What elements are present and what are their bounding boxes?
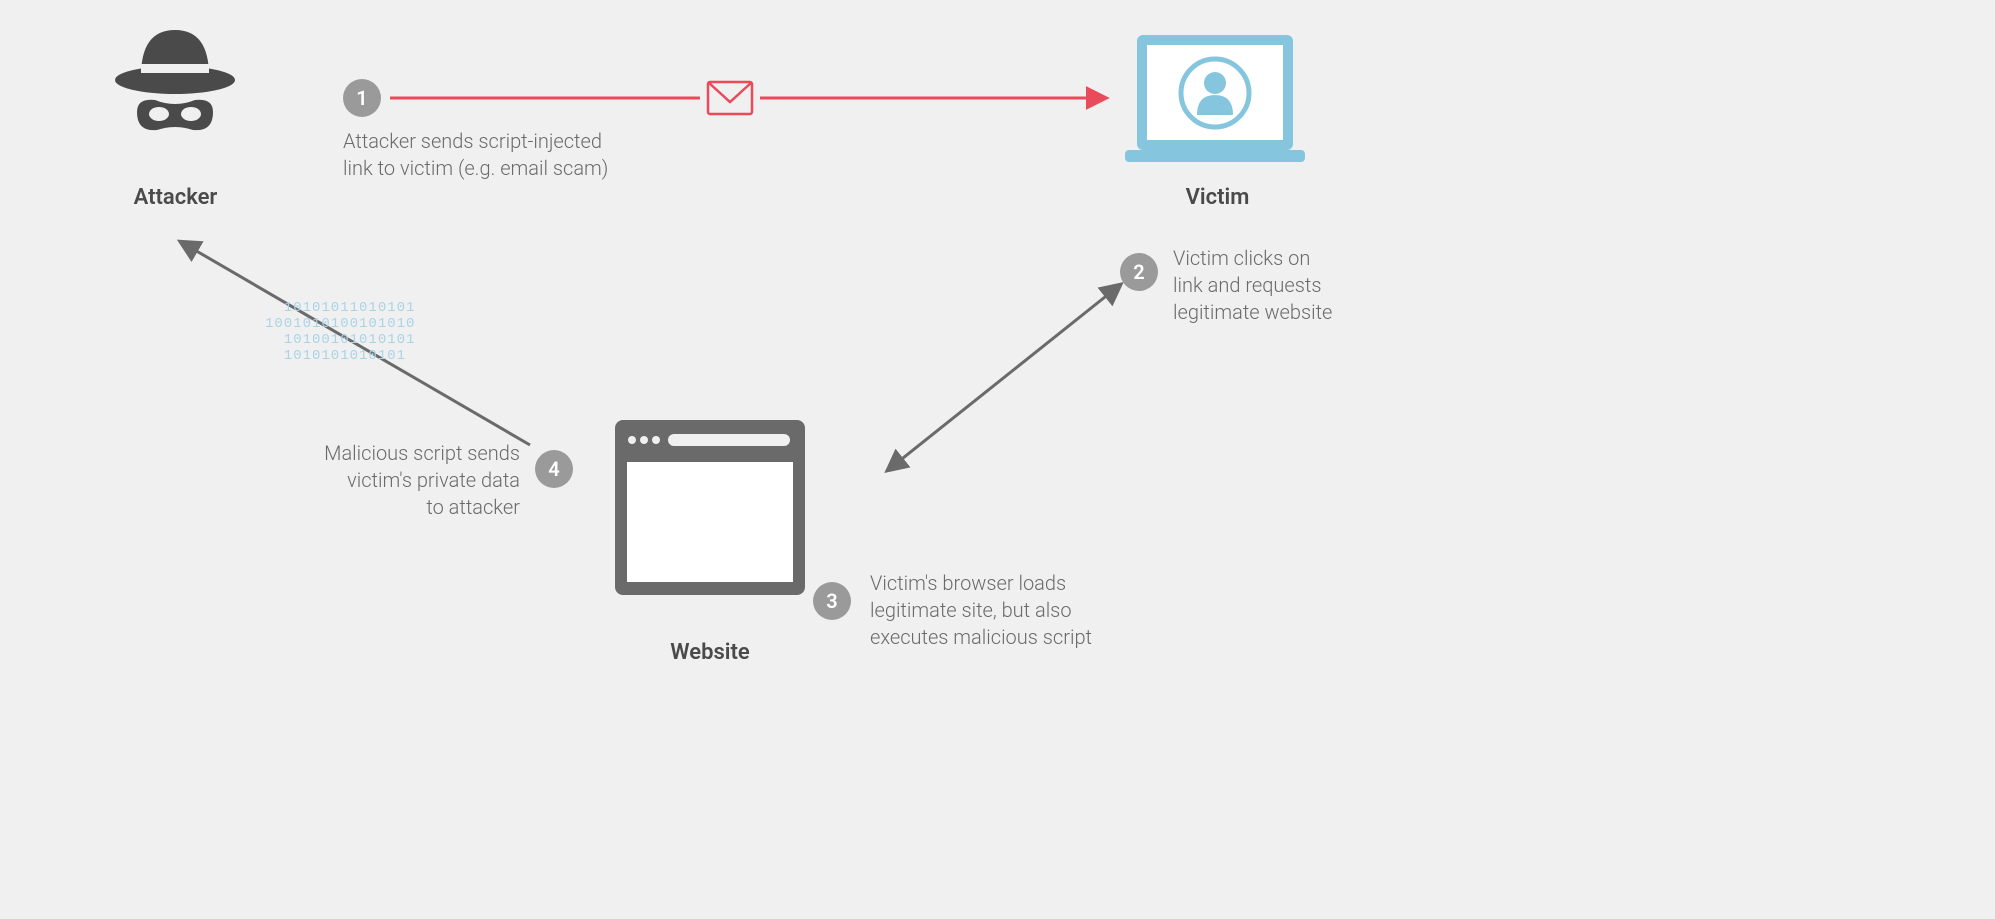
diagram-canvas	[0, 0, 1557, 715]
attacker-label: Attacker	[128, 185, 223, 210]
step-text-4: Malicious script sendsvictim's private d…	[300, 440, 520, 521]
victim-icon	[1125, 35, 1305, 162]
website-label: Website	[665, 640, 755, 665]
step-num-3: 3	[826, 589, 837, 613]
step-num-4: 4	[548, 457, 559, 481]
step-num-2: 2	[1133, 260, 1144, 284]
website-icon	[615, 420, 805, 595]
attacker-icon	[115, 30, 235, 130]
step-text-2: Victim clicks onlink and requestslegitim…	[1173, 245, 1332, 326]
step-text-3: Victim's browser loadslegitimate site, b…	[870, 570, 1092, 651]
step-badge-3: 3	[813, 582, 851, 620]
binary-data-icon: 101010110101011001010100101010 101001010…	[265, 300, 415, 364]
victim-label: Victim	[1180, 185, 1255, 210]
step-badge-4: 4	[535, 450, 573, 488]
step-num-1: 1	[356, 86, 367, 110]
envelope-icon	[708, 82, 752, 114]
arrow-step2	[888, 285, 1120, 470]
step-text-1: Attacker sends script-injectedlink to vi…	[343, 128, 608, 182]
step-badge-2: 2	[1120, 253, 1158, 291]
step-badge-1: 1	[343, 79, 381, 117]
